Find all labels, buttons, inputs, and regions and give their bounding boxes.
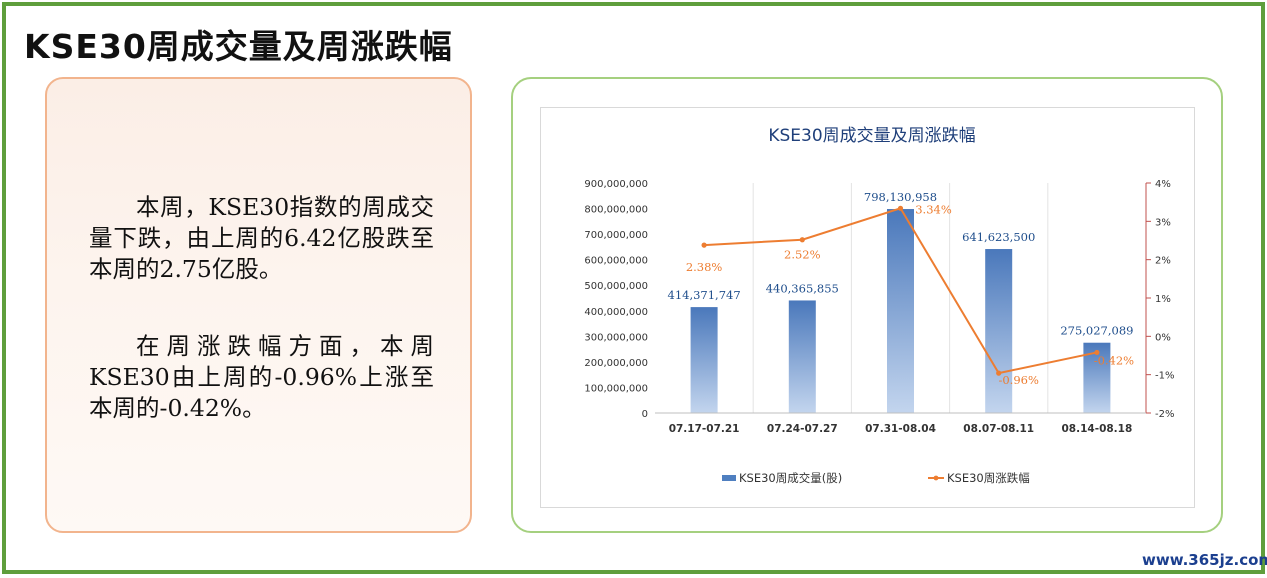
- right-axis-tick-label: 2%: [1155, 256, 1171, 267]
- change-point: [996, 370, 1002, 376]
- watermark-text: www.365jz.com: [1142, 551, 1267, 569]
- right-axis-tick-label: 3%: [1155, 217, 1171, 228]
- summary-panel: 本周，KSE30指数的周成交量下跌，由上周的6.42亿股跌至本周的2.75亿股。…: [45, 77, 472, 533]
- left-axis-tick-label: 200,000,000: [584, 358, 648, 369]
- volume-bar: [788, 300, 816, 413]
- x-axis-category-label: 08.07-08.11: [963, 423, 1034, 435]
- change-point-label: -0.96%: [998, 373, 1038, 387]
- left-axis-tick-label: 900,000,000: [584, 179, 648, 190]
- right-axis-tick-label: 4%: [1155, 179, 1171, 190]
- left-axis-tick-label: 600,000,000: [584, 256, 648, 267]
- volume-bar: [985, 249, 1013, 413]
- left-axis-tick-label: 0: [642, 409, 648, 420]
- left-axis-tick-label: 500,000,000: [584, 281, 648, 292]
- left-axis-tick-label: 400,000,000: [584, 307, 648, 318]
- change-point-label: 3.34%: [915, 202, 952, 216]
- volume-bar-label: 641,623,500: [962, 230, 1035, 244]
- legend-change-label: KSE30周涨跌幅: [947, 471, 1030, 485]
- change-point: [1094, 349, 1100, 356]
- volume-bar-label: 414,371,747: [668, 288, 741, 302]
- change-summary-paragraph: 在周涨跌幅方面，本周KSE30由上周的-0.96%上涨至本周的-0.42%。: [89, 332, 434, 422]
- chart-title: KSE30周成交量及周涨跌幅: [768, 126, 975, 146]
- change-point: [799, 237, 805, 243]
- change-point-label: 2.38%: [686, 260, 723, 274]
- right-axis-tick-label: -2%: [1155, 409, 1174, 420]
- volume-bar: [690, 307, 718, 413]
- x-axis-category-label: 07.17-07.21: [669, 423, 740, 435]
- right-axis-tick-label: 0%: [1155, 332, 1171, 343]
- x-axis-category-label: 08.14-08.18: [1062, 423, 1133, 435]
- legend-volume-swatch: [722, 475, 736, 481]
- change-point-label: 2.52%: [784, 248, 821, 262]
- page-title: KSE30周成交量及周涨跌幅: [24, 27, 453, 66]
- x-axis-category-label: 07.24-07.27: [767, 423, 838, 435]
- right-axis-tick-label: 1%: [1155, 294, 1171, 305]
- left-axis-tick-label: 300,000,000: [584, 332, 648, 343]
- chart-area: [540, 107, 1195, 508]
- volume-bar-label: 798,130,958: [864, 190, 937, 204]
- right-axis-tick-label: -1%: [1155, 371, 1174, 382]
- legend-volume-label: KSE30周成交量(股): [739, 471, 842, 485]
- left-axis-tick-label: 100,000,000: [584, 383, 648, 394]
- volume-bar-label: 275,027,089: [1060, 324, 1133, 338]
- volume-summary-paragraph: 本周，KSE30指数的周成交量下跌，由上周的6.42亿股跌至本周的2.75亿股。: [89, 193, 434, 283]
- change-point: [897, 205, 904, 211]
- volume-bar: [887, 209, 914, 413]
- legend-change-marker: [933, 475, 939, 481]
- volume-bar-label: 440,365,855: [766, 281, 839, 295]
- left-axis-tick-label: 800,000,000: [584, 205, 648, 216]
- change-point: [701, 242, 707, 248]
- x-axis-category-label: 07.31-08.04: [865, 423, 936, 435]
- change-point-label: -0.42%: [1094, 353, 1134, 367]
- left-axis-tick-label: 700,000,000: [584, 230, 648, 241]
